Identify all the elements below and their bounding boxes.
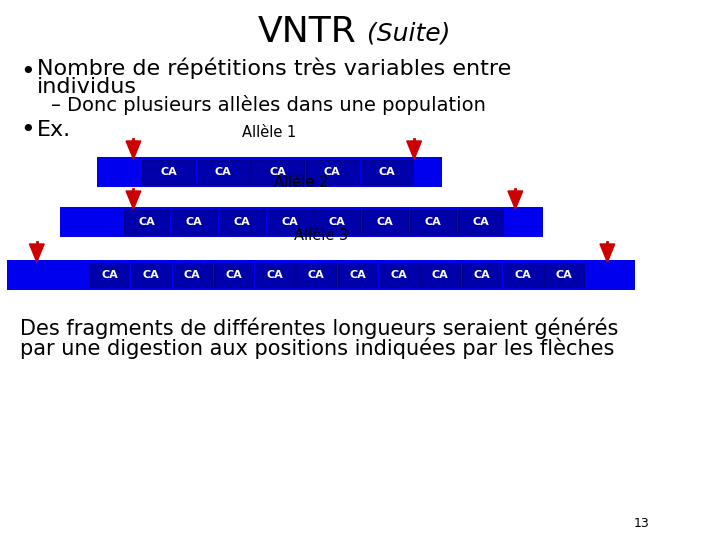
Text: (Suite): (Suite) bbox=[359, 22, 450, 46]
Bar bbox=[266, 210, 312, 234]
Text: CA: CA bbox=[556, 270, 572, 280]
Polygon shape bbox=[126, 141, 141, 159]
Bar bbox=[457, 210, 503, 234]
Text: CA: CA bbox=[324, 167, 341, 177]
Bar bbox=[60, 207, 543, 237]
Text: CA: CA bbox=[225, 270, 242, 280]
Text: CA: CA bbox=[138, 217, 155, 227]
Text: CA: CA bbox=[377, 217, 393, 227]
Text: CA: CA bbox=[329, 217, 346, 227]
Bar bbox=[379, 263, 418, 287]
Bar bbox=[462, 263, 501, 287]
Text: CA: CA bbox=[308, 270, 325, 280]
Text: CA: CA bbox=[233, 217, 251, 227]
Text: CA: CA bbox=[269, 167, 286, 177]
Text: CA: CA bbox=[390, 270, 408, 280]
Text: Allèle 3: Allèle 3 bbox=[294, 228, 348, 243]
Bar bbox=[255, 263, 294, 287]
Text: Nombre de répétitions très variables entre: Nombre de répétitions très variables ent… bbox=[37, 57, 511, 79]
Bar bbox=[197, 160, 250, 184]
Polygon shape bbox=[508, 191, 523, 209]
Bar bbox=[124, 210, 169, 234]
Polygon shape bbox=[407, 141, 421, 159]
Text: •: • bbox=[20, 118, 35, 142]
Text: CA: CA bbox=[472, 217, 489, 227]
Text: CA: CA bbox=[424, 217, 441, 227]
Text: CA: CA bbox=[379, 167, 395, 177]
Bar bbox=[173, 263, 212, 287]
Bar bbox=[90, 263, 130, 287]
Text: CA: CA bbox=[161, 167, 177, 177]
Bar bbox=[315, 210, 360, 234]
Text: Des fragments de différentes longueurs seraient générés: Des fragments de différentes longueurs s… bbox=[20, 317, 618, 339]
Text: CA: CA bbox=[282, 217, 298, 227]
Bar bbox=[143, 160, 195, 184]
Bar bbox=[219, 210, 265, 234]
Bar bbox=[420, 263, 460, 287]
Bar bbox=[503, 263, 543, 287]
Text: CA: CA bbox=[432, 270, 449, 280]
Text: – Donc plusieurs allèles dans une population: – Donc plusieurs allèles dans une popula… bbox=[50, 95, 485, 115]
Text: 13: 13 bbox=[634, 517, 649, 530]
Text: CA: CA bbox=[514, 270, 531, 280]
Bar bbox=[96, 157, 441, 187]
Bar bbox=[410, 210, 456, 234]
Bar bbox=[214, 263, 253, 287]
Polygon shape bbox=[600, 244, 615, 262]
Text: par une digestion aux positions indiquées par les flèches: par une digestion aux positions indiquée… bbox=[20, 338, 615, 359]
Bar bbox=[7, 260, 635, 290]
Bar bbox=[362, 210, 408, 234]
Bar bbox=[544, 263, 584, 287]
Bar bbox=[171, 210, 217, 234]
Text: CA: CA bbox=[349, 270, 366, 280]
Text: individus: individus bbox=[37, 77, 137, 97]
Polygon shape bbox=[126, 191, 141, 209]
Text: VNTR: VNTR bbox=[258, 15, 356, 49]
Text: CA: CA bbox=[266, 270, 283, 280]
Bar bbox=[251, 160, 304, 184]
Text: CA: CA bbox=[143, 270, 159, 280]
Bar bbox=[306, 160, 359, 184]
Text: Allèle 1: Allèle 1 bbox=[242, 125, 297, 140]
Bar bbox=[297, 263, 336, 287]
Text: CA: CA bbox=[473, 270, 490, 280]
Bar bbox=[131, 263, 171, 287]
Text: CA: CA bbox=[184, 270, 201, 280]
Text: CA: CA bbox=[102, 270, 118, 280]
Bar bbox=[338, 263, 377, 287]
Text: CA: CA bbox=[215, 167, 232, 177]
Text: •: • bbox=[20, 60, 35, 84]
Text: Allèle 2: Allèle 2 bbox=[274, 175, 328, 190]
Polygon shape bbox=[30, 244, 44, 262]
Bar bbox=[361, 160, 413, 184]
Text: Ex.: Ex. bbox=[37, 120, 71, 140]
Text: CA: CA bbox=[186, 217, 202, 227]
